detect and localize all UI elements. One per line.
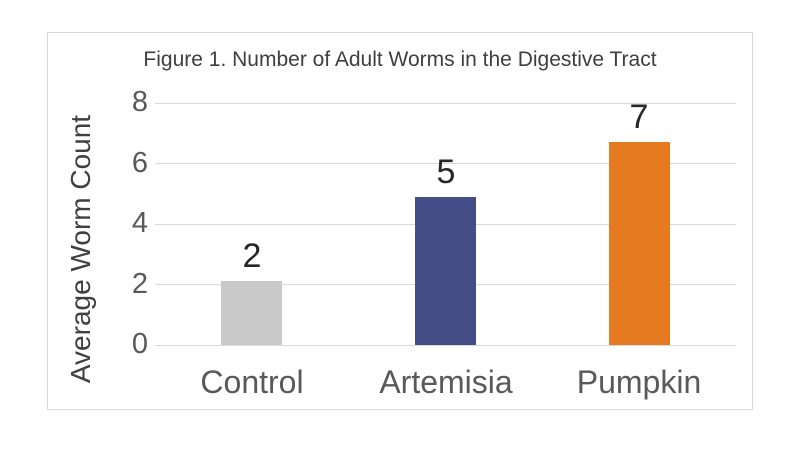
x-category-label-artemisia: Artemisia — [379, 364, 513, 400]
y-tick-label: 0 — [131, 328, 148, 360]
x-category-label-pumpkin: Pumpkin — [576, 364, 702, 400]
gridline-y0 — [155, 345, 736, 346]
bar-control — [221, 281, 282, 345]
x-category-label-control: Control — [200, 364, 304, 400]
y-tick-label: 8 — [131, 86, 148, 118]
y-tick-label: 2 — [131, 268, 148, 300]
gridline-y6 — [155, 163, 736, 164]
bar-pumpkin — [609, 142, 670, 345]
bar-value-label-pumpkin: 7 — [629, 98, 649, 136]
y-tick-label: 6 — [131, 147, 148, 179]
plot-area — [155, 103, 736, 346]
bar-artemisia — [415, 197, 476, 345]
chart-title: Figure 1. Number of Adult Worms in the D… — [143, 48, 657, 71]
bar-value-label-artemisia: 5 — [436, 153, 456, 191]
bar-value-label-control: 2 — [242, 237, 262, 275]
y-tick-label: 4 — [131, 207, 148, 239]
gridline-y8 — [155, 103, 736, 104]
